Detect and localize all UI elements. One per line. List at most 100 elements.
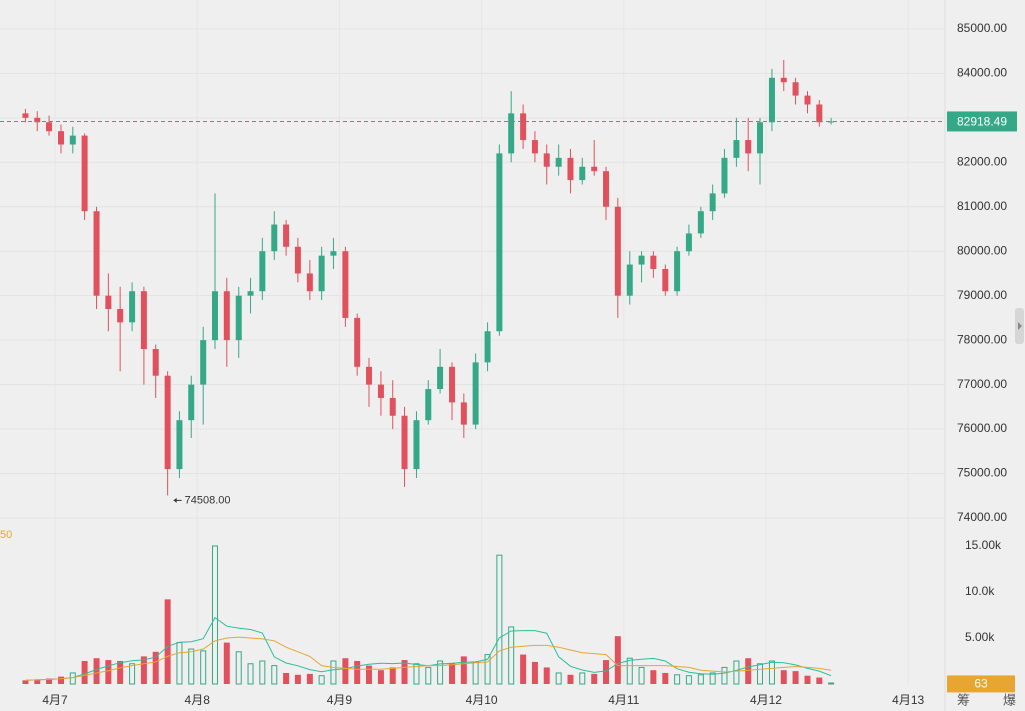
volume-bar [745, 658, 752, 684]
candle-body [34, 117, 41, 123]
candle-body [484, 331, 491, 363]
candle-body [508, 113, 515, 154]
candle-body [579, 166, 586, 181]
volume-bar [140, 656, 147, 684]
candle-body [828, 121, 835, 123]
candle-body [271, 224, 278, 252]
volume-bar [733, 660, 740, 685]
candle-body [69, 135, 76, 145]
volume-bar [792, 671, 799, 684]
y-tick-label: 85000.00 [957, 21, 1007, 35]
candle-body [425, 389, 432, 421]
volume-bar [685, 675, 692, 685]
candle-body [697, 211, 704, 234]
candle-body [93, 211, 100, 296]
volume-bar [543, 667, 550, 684]
candle-body [543, 153, 550, 167]
volume-bar [188, 648, 195, 685]
candle-body [176, 420, 183, 470]
y-tick-label: 80000.00 [957, 243, 1007, 257]
candle-body [223, 291, 230, 341]
candle-body [757, 122, 764, 154]
volume-bar [306, 673, 313, 684]
volume-bar [591, 673, 598, 684]
volume-bar [223, 642, 230, 684]
volume-bar [437, 660, 444, 685]
candle-body [200, 340, 207, 385]
volume-bar [389, 667, 396, 684]
candle-body [437, 366, 444, 390]
x-tick-label: 4月11 [608, 693, 639, 707]
volume-bar [425, 666, 432, 685]
candle-body [520, 113, 527, 141]
volume-bar [294, 674, 301, 684]
x-tick-label: 4月12 [750, 693, 782, 707]
candle-body [235, 295, 242, 341]
volume-bar [93, 658, 100, 684]
y-tick-label: 77000.00 [957, 377, 1007, 391]
volume-bar [638, 666, 645, 685]
volume-bar [508, 626, 515, 685]
low-marker-arrowhead [173, 497, 177, 503]
toolbar-button[interactable]: 爆 [1003, 692, 1016, 707]
volume-bar [259, 660, 266, 685]
volume-bar [105, 660, 112, 684]
volume-bar [365, 665, 372, 684]
candle-body [709, 193, 716, 212]
volume-bar [816, 677, 823, 684]
candle-body [662, 269, 669, 292]
candle-body [283, 224, 290, 247]
volume-bar [81, 660, 88, 684]
candle-body [674, 251, 681, 292]
candle-body [354, 317, 361, 367]
y-tick-label: 74000.00 [957, 510, 1007, 524]
x-tick-label: 4月13 [892, 693, 924, 707]
last-price-box [947, 111, 1017, 132]
candle-body [401, 415, 408, 470]
candle-body [603, 171, 610, 207]
volume-bar [828, 682, 835, 685]
volume-bar [650, 670, 657, 684]
candle-body [211, 291, 218, 341]
volume-bar [555, 672, 562, 685]
candle-body [626, 264, 633, 296]
volume-bar [603, 660, 610, 684]
volume-bar [117, 660, 124, 684]
volume-bar [674, 674, 681, 685]
volume-bar [271, 665, 278, 685]
candle-body [496, 153, 503, 332]
candle-body [365, 366, 372, 385]
volume-bar [496, 554, 503, 685]
candle-body [816, 104, 823, 123]
volume-bar [768, 660, 775, 685]
candle-body [247, 291, 254, 296]
volume-bar [626, 657, 633, 685]
toolbar-button[interactable]: 筹 [957, 692, 970, 707]
candle-body [57, 131, 64, 145]
volume-bar [235, 651, 242, 685]
volume-bar [567, 674, 574, 684]
x-tick-label: 4月9 [327, 693, 353, 707]
last-price-label: 82918.49 [957, 115, 1007, 129]
volume-ma-line [25, 636, 832, 681]
candle-body [389, 397, 396, 416]
volume-pane-label: 50 [0, 529, 12, 541]
volume-bar [69, 672, 76, 685]
y-tick-label: 75000.00 [957, 466, 1007, 480]
volume-bar [377, 670, 384, 684]
candle-body [638, 255, 645, 265]
candle-body [804, 95, 811, 105]
candle-body [259, 251, 266, 292]
candle-body [342, 251, 349, 318]
y-tick-label: 82000.00 [957, 154, 1007, 168]
candle-body [721, 157, 728, 194]
volume-bar [401, 660, 408, 684]
x-tick-label: 4月10 [466, 693, 498, 707]
candle-body [472, 362, 479, 425]
volume-bar [318, 675, 325, 685]
candle-body [460, 402, 467, 425]
volume-bar [283, 672, 290, 684]
volume-bar [757, 663, 764, 685]
candle-body [306, 273, 313, 292]
